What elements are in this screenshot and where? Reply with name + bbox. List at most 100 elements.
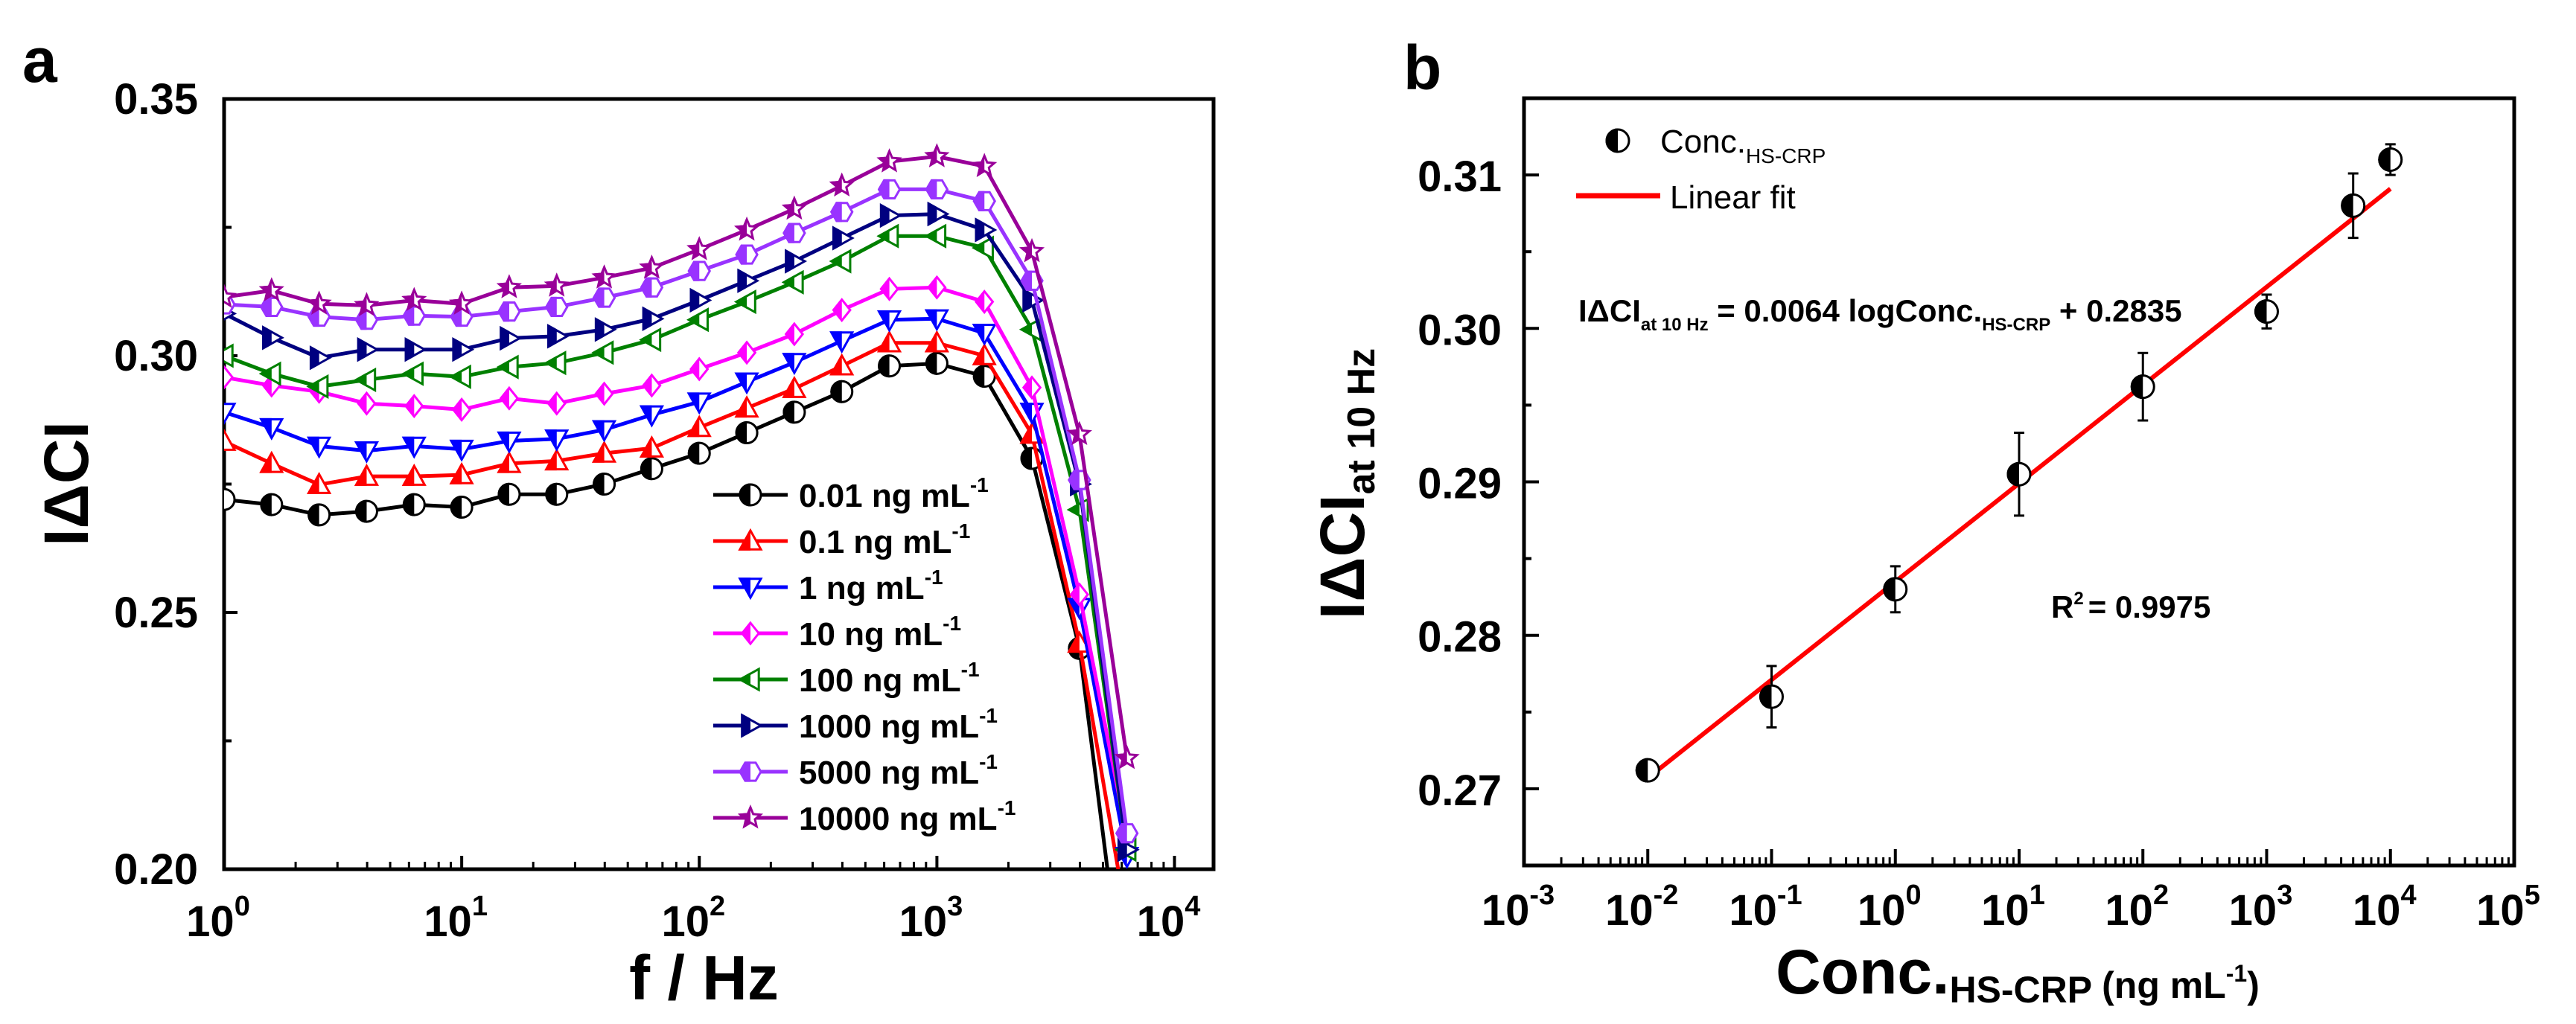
data-point — [829, 331, 855, 354]
legend-label: 0.1 ng mL-1 — [799, 519, 970, 560]
legend-label-text: 0.01 ng mL — [799, 478, 970, 514]
data-point — [543, 272, 570, 297]
data-point — [734, 372, 759, 395]
x-tick-label: 103 — [2229, 880, 2293, 935]
series-line — [224, 341, 1120, 869]
x-tick-label: 10-3 — [1482, 880, 1555, 935]
data-point — [224, 343, 234, 368]
data-point — [594, 317, 617, 342]
x-title-sub: HS-CRP — [1949, 969, 2091, 1011]
data-point — [1115, 823, 1139, 844]
data-point — [593, 473, 616, 496]
point-marker — [1883, 577, 1908, 602]
legend-marker — [739, 761, 762, 782]
series-6 — [224, 179, 1139, 844]
data-point — [877, 179, 902, 200]
x-tick-label: 101 — [424, 891, 488, 946]
x-tick-exp: -2 — [1654, 880, 1679, 911]
data-point — [260, 493, 284, 516]
data-point — [689, 356, 710, 382]
legend-marker — [739, 483, 762, 507]
data-point — [260, 296, 284, 318]
legend-item: 10000 ng mL-1 — [713, 796, 1016, 837]
point-marker — [1759, 684, 1784, 709]
legend-label-text: 100 ng mL — [799, 662, 961, 699]
data-point — [640, 277, 664, 298]
data-point — [639, 405, 665, 428]
x-tick-base: 10 — [1981, 886, 2030, 935]
x-tick-base: 10 — [186, 897, 235, 946]
data-point — [734, 289, 756, 315]
data-point — [782, 400, 806, 424]
data-point — [452, 337, 475, 362]
data-point — [2378, 143, 2403, 176]
data-point — [686, 236, 712, 260]
r2-value: = 0.9975 — [2088, 589, 2211, 624]
data-point — [640, 457, 663, 481]
x-tick-exp: 1 — [2030, 880, 2045, 911]
data-point — [354, 499, 378, 523]
data-point — [307, 472, 332, 494]
data-point — [1118, 837, 1140, 863]
y-tick-label: 0.31 — [1418, 153, 1502, 201]
data-point — [639, 435, 665, 458]
data-point — [401, 464, 427, 486]
r-squared: R2 = 0.9975 — [2051, 589, 2210, 624]
point-marker — [2341, 193, 2366, 218]
x-tick-label: 100 — [1858, 880, 1922, 935]
data-point — [782, 376, 807, 398]
data-point — [224, 403, 237, 425]
x-tick-exp: -1 — [1777, 880, 1802, 911]
legend-item: 1000 ng mL-1 — [713, 704, 998, 745]
series-0 — [224, 351, 1110, 869]
x-tick-base: 10 — [1137, 897, 1185, 946]
data-point — [1883, 565, 1908, 614]
legend-label-sup: -1 — [970, 473, 989, 496]
data-point — [224, 365, 235, 390]
x-tick-label: 102 — [661, 891, 725, 946]
y-tick-label: 0.28 — [1418, 613, 1502, 662]
data-point — [354, 441, 380, 464]
data-point — [224, 284, 237, 308]
data-point — [307, 436, 332, 459]
x-tick-base: 10 — [2229, 886, 2277, 935]
data-point — [404, 337, 427, 362]
data-point — [258, 361, 281, 386]
data-point — [592, 420, 617, 443]
data-point — [401, 361, 424, 386]
legend-label: Conc.HS-CRP — [1660, 124, 1826, 167]
data-point — [357, 391, 377, 416]
data-point — [972, 323, 997, 346]
x-tick-exp: 2 — [2153, 880, 2169, 911]
data-point — [972, 365, 996, 388]
data-point — [497, 482, 521, 506]
x-tick-label: 104 — [2353, 880, 2417, 935]
data-point — [357, 337, 380, 362]
data-point — [785, 249, 808, 274]
x-tick-label: 105 — [2476, 880, 2540, 935]
x-axis-title: f / Hz — [629, 943, 779, 1013]
series-2 — [224, 309, 1140, 869]
legend-marker — [737, 804, 764, 829]
point-marker — [2006, 461, 2032, 487]
y-title-sub: at 10 Hz — [1340, 348, 1383, 495]
eq-lhs-sub: at 10 Hz — [1641, 315, 1709, 335]
plot-area — [224, 143, 1140, 929]
data-point — [784, 321, 805, 347]
x-tick-exp: 4 — [2400, 880, 2416, 911]
data-point — [975, 217, 998, 243]
data-point — [735, 244, 759, 265]
data-point — [878, 354, 902, 378]
legend-label-sup: -1 — [961, 658, 980, 681]
data-point — [735, 421, 759, 444]
legend-label: 1000 ng mL-1 — [799, 704, 998, 745]
data-point — [543, 351, 567, 376]
legend-item: Linear fit — [1576, 179, 1796, 216]
data-point — [592, 441, 617, 463]
x-tick-exp: 0 — [1905, 880, 1921, 911]
data-point — [686, 415, 712, 438]
data-point — [1117, 910, 1138, 929]
data-point — [497, 450, 522, 473]
legend-label: 5000 ng mL-1 — [799, 750, 998, 791]
x-tick-base: 10 — [661, 897, 710, 946]
